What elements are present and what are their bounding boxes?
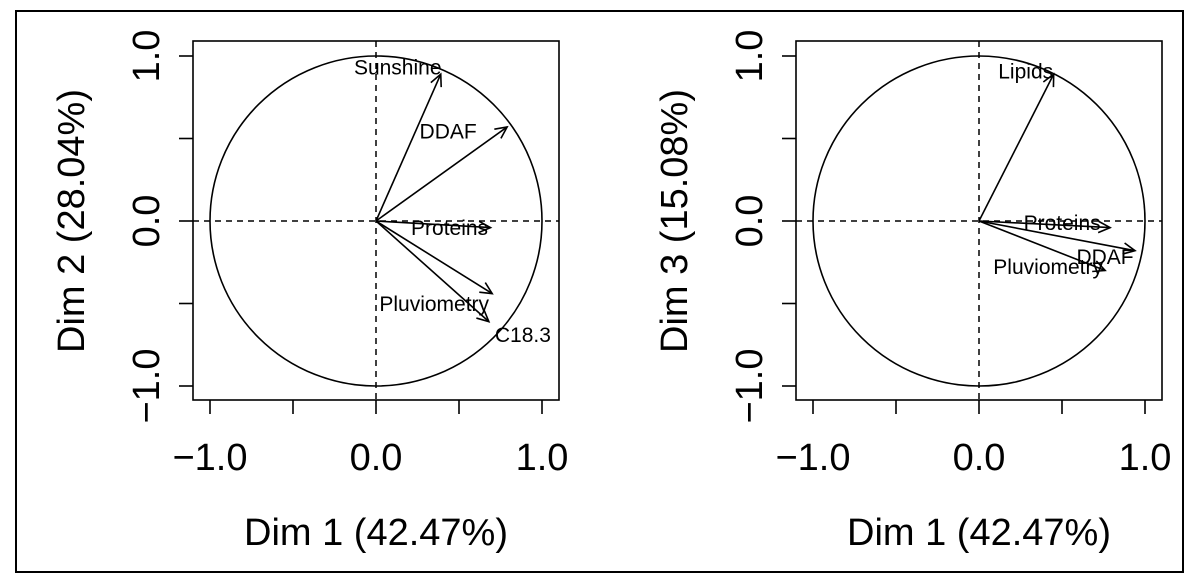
panel-1-ytick-label: 1.0 (126, 30, 168, 83)
panel-2-x-axis-title: Dim 1 (42.47%) (847, 512, 1111, 554)
panel-2-ytick-label: −1.0 (729, 348, 771, 423)
panel-1-arrow-ddaf (375, 126, 508, 222)
panel-1-arrow-pluviometry (375, 220, 493, 295)
panel-2-arrow-pluviometry (978, 220, 1106, 272)
panel-2-xtick-label: 1.0 (1119, 437, 1172, 479)
figure-border (15, 10, 1184, 573)
panel-2-ytick-label: 1.0 (729, 30, 771, 83)
panel-1-arrowhead-pluviometry (479, 282, 494, 295)
panel-1-arrow-sunshine (375, 73, 442, 222)
panel-1-vector-label-proteins: Proteins (411, 217, 488, 240)
panel-1-y-axis-title: Dim 2 (28.04%) (51, 89, 93, 353)
panel-1-arrowhead-c18-3 (476, 309, 491, 323)
panel-1-x-axis-title: Dim 1 (42.47%) (244, 512, 508, 554)
panel-1-arrowhead-sunshine (430, 72, 442, 88)
panel-1-xtick-label: 0.0 (350, 437, 403, 479)
panel-2-vector-label-lipids: Lipids (998, 61, 1053, 84)
panel-2-arrowhead-ddaf (1122, 242, 1137, 255)
panel-1-xtick-label: −1.0 (172, 437, 247, 479)
panel-2-arrow-lipids (978, 73, 1055, 222)
panel-2-arrow-ddaf (978, 220, 1136, 252)
panel-1-arrowhead-ddaf (494, 125, 509, 139)
panel-2-ytick-label: 0.0 (729, 195, 771, 248)
panel-2-xtick-label: −1.0 (775, 437, 850, 479)
panel-2-arrowhead-proteins (1097, 220, 1112, 234)
panel-2-arrow-proteins (978, 220, 1111, 229)
panel-1-arrow-proteins (375, 220, 491, 229)
panel-1-vector-label-pluviometry: Pluviometry (379, 293, 489, 316)
panel-1-vector-label-sunshine: Sunshine (354, 57, 442, 80)
panel-1-arrowhead-proteins (478, 220, 493, 234)
panel-2-arrowhead-pluviometry (1092, 260, 1107, 273)
panel-1-vector-label-c18-3: C18.3 (495, 324, 551, 347)
panel-1-xtick-label: 1.0 (516, 437, 569, 479)
panel-2-vector-label-proteins: Proteins (1024, 212, 1101, 235)
panel-1-arrow-c18-3 (375, 220, 490, 323)
panel-2-vector-label-ddaf: DDAF (1076, 246, 1133, 269)
panel-2-vector-label-pluviometry: Pluviometry (993, 256, 1103, 279)
panel-2-arrowhead-lipids (1042, 72, 1055, 88)
panel-1-vector-label-ddaf: DDAF (420, 120, 477, 143)
panel-2-xtick-label: 0.0 (953, 437, 1006, 479)
panel-1-ytick-label: −1.0 (126, 348, 168, 423)
panel-1-ytick-label: 0.0 (126, 195, 168, 248)
panel-2-y-axis-title: Dim 3 (15.08%) (654, 89, 696, 353)
